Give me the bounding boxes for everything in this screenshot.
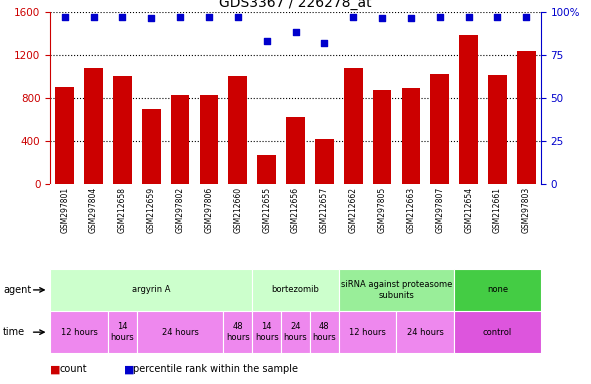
Bar	[200, 95, 218, 184]
Bar	[344, 68, 363, 184]
Point	[204, 13, 214, 20]
Bar	[517, 51, 535, 184]
Text: argyrin A: argyrin A	[132, 285, 170, 295]
Point	[118, 13, 127, 20]
Text: control: control	[483, 328, 512, 337]
Point	[147, 15, 156, 22]
Bar	[281, 311, 310, 353]
Bar	[137, 311, 223, 353]
Bar	[286, 118, 305, 184]
Text: ■: ■	[50, 364, 61, 374]
Bar	[56, 87, 74, 184]
Text: agent: agent	[3, 285, 31, 295]
Bar	[454, 311, 541, 353]
Text: GSM297806: GSM297806	[204, 187, 213, 233]
Text: 12 hours: 12 hours	[349, 328, 386, 337]
Bar	[315, 139, 334, 184]
Text: GSM297801: GSM297801	[60, 187, 69, 233]
Text: siRNA against proteasome
subunits: siRNA against proteasome subunits	[341, 280, 452, 300]
Bar	[339, 269, 454, 311]
Bar	[310, 311, 339, 353]
Text: GSM297804: GSM297804	[89, 187, 98, 233]
Point	[233, 13, 242, 20]
Text: GSM297802: GSM297802	[176, 187, 184, 233]
Bar	[373, 90, 391, 184]
Text: GSM297803: GSM297803	[522, 187, 531, 233]
Text: 48
hours: 48 hours	[226, 323, 249, 342]
Bar	[339, 311, 397, 353]
Point	[435, 13, 444, 20]
Point	[464, 13, 473, 20]
Text: ■: ■	[124, 364, 135, 374]
Point	[60, 13, 69, 20]
Point	[89, 13, 98, 20]
Bar	[223, 311, 252, 353]
Text: GSM212655: GSM212655	[262, 187, 271, 233]
Bar	[257, 155, 276, 184]
Bar	[171, 95, 190, 184]
Bar	[142, 109, 161, 184]
Text: GSM212660: GSM212660	[233, 187, 242, 233]
Text: 24
hours: 24 hours	[284, 323, 307, 342]
Bar	[459, 35, 478, 184]
Bar	[488, 75, 507, 184]
Text: GSM212654: GSM212654	[464, 187, 473, 233]
Text: bortezomib: bortezomib	[271, 285, 320, 295]
Bar	[228, 76, 247, 184]
Bar	[252, 269, 339, 311]
Bar	[252, 311, 281, 353]
Text: GSM297807: GSM297807	[436, 187, 444, 233]
Bar	[50, 311, 108, 353]
Text: 48
hours: 48 hours	[313, 323, 336, 342]
Text: GSM212657: GSM212657	[320, 187, 329, 233]
Point	[320, 40, 329, 46]
Bar	[430, 74, 449, 184]
Point	[291, 29, 300, 35]
Point	[176, 13, 185, 20]
Text: 24 hours: 24 hours	[407, 328, 444, 337]
Point	[349, 13, 358, 20]
Title: GDS3367 / 226278_at: GDS3367 / 226278_at	[219, 0, 372, 10]
Bar	[108, 311, 137, 353]
Text: GSM297805: GSM297805	[378, 187, 387, 233]
Point	[406, 15, 415, 22]
Text: 24 hours: 24 hours	[162, 328, 199, 337]
Text: none: none	[487, 285, 508, 295]
Bar	[397, 311, 454, 353]
Text: count: count	[59, 364, 87, 374]
Point	[522, 13, 531, 20]
Point	[262, 38, 271, 44]
Text: GSM212662: GSM212662	[349, 187, 358, 233]
Text: 14
hours: 14 hours	[255, 323, 278, 342]
Point	[493, 13, 502, 20]
Text: percentile rank within the sample: percentile rank within the sample	[133, 364, 298, 374]
Text: GSM212658: GSM212658	[118, 187, 127, 233]
Bar	[84, 68, 103, 184]
Text: 14
hours: 14 hours	[111, 323, 134, 342]
Text: GSM212661: GSM212661	[493, 187, 502, 233]
Bar	[401, 88, 420, 184]
Text: 12 hours: 12 hours	[61, 328, 98, 337]
Text: GSM212659: GSM212659	[147, 187, 155, 233]
Text: time: time	[3, 327, 25, 337]
Text: GSM212656: GSM212656	[291, 187, 300, 233]
Bar	[50, 269, 252, 311]
Text: GSM212663: GSM212663	[407, 187, 415, 233]
Bar	[113, 76, 132, 184]
Point	[377, 15, 387, 22]
Bar	[454, 269, 541, 311]
